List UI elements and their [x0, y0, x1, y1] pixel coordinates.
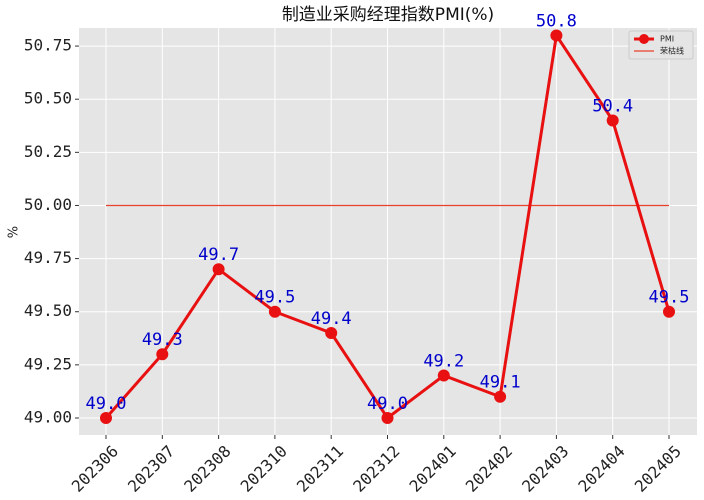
legend-label: 荣枯线 [660, 46, 684, 56]
value-label: 49.1 [480, 373, 521, 393]
value-label: 50.8 [536, 11, 577, 31]
marker [268, 305, 281, 318]
value-label: 49.3 [142, 330, 183, 350]
marker [381, 411, 394, 424]
marker [156, 348, 169, 361]
marker [663, 305, 675, 318]
value-label: 49.0 [86, 394, 127, 414]
x-tick-label: 202312 [349, 442, 403, 496]
x-tick-label: 202310 [237, 442, 291, 496]
marker [212, 263, 225, 276]
value-label: 49.5 [649, 288, 690, 308]
y-tick-label: 50.50 [24, 89, 72, 108]
y-tick-label: 50.25 [24, 142, 72, 161]
y-tick-label: 49.25 [24, 354, 72, 373]
y-axis-label: % [7, 226, 22, 238]
marker [100, 411, 112, 424]
x-tick-label: 202307 [124, 442, 178, 496]
marker [550, 29, 563, 42]
x-tick-label: 202401 [406, 442, 460, 496]
value-label: 49.2 [423, 351, 464, 371]
value-label: 49.5 [254, 288, 295, 308]
chart-title: 制造业采购经理指数PMI(%) [282, 5, 494, 25]
marker [325, 326, 338, 339]
y-tick-label: 49.75 [24, 248, 72, 267]
value-label: 50.4 [592, 96, 633, 116]
y-tick-label: 50.75 [24, 36, 72, 55]
value-label: 49.7 [198, 245, 239, 265]
x-tick-label: 202311 [293, 442, 347, 496]
x-tick-label: 202402 [462, 442, 516, 496]
y-tick-label: 50.00 [24, 195, 72, 214]
x-tick-label: 202405 [631, 442, 685, 496]
x-tick-label: 202403 [518, 442, 572, 496]
value-label: 49.0 [367, 394, 408, 414]
y-tick-label: 49.50 [24, 301, 72, 320]
marker [437, 369, 450, 382]
x-tick-label: 202404 [574, 442, 628, 496]
x-tick-label: 202306 [68, 442, 122, 496]
legend-label: PMI [660, 35, 674, 44]
marker [494, 390, 507, 403]
marker [606, 114, 619, 127]
y-tick-label: 49.00 [24, 407, 72, 426]
x-tick-label: 202308 [180, 442, 234, 496]
legend-marker [639, 34, 649, 44]
value-label: 49.4 [311, 309, 352, 329]
